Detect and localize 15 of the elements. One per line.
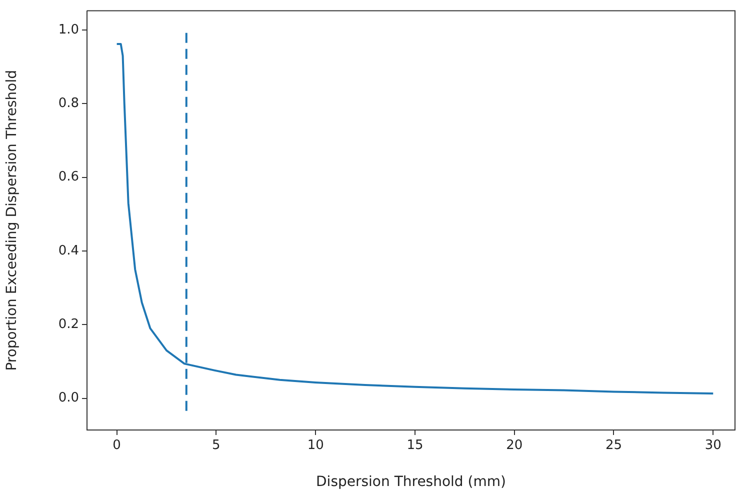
x-tick-label: 20 bbox=[506, 438, 523, 454]
y-tick-label: 0.2 bbox=[58, 317, 79, 332]
y-axis-title: Proportion Exceeding Dispersion Threshold bbox=[4, 70, 20, 371]
y-tick-label: 0.6 bbox=[58, 170, 79, 185]
x-tick-label: 25 bbox=[605, 438, 622, 454]
x-tick-label: 10 bbox=[307, 438, 324, 454]
x-tick-label: 0 bbox=[112, 438, 121, 454]
y-tick-label: 0.0 bbox=[58, 390, 79, 406]
x-tick-label: 30 bbox=[704, 438, 722, 454]
y-tick-label: 0.8 bbox=[58, 96, 79, 112]
y-tick-label: 1.0 bbox=[58, 22, 79, 38]
x-tick-label: 15 bbox=[406, 438, 424, 454]
x-axis-title: Dispersion Threshold (mm) bbox=[316, 474, 506, 490]
x-tick-label: 5 bbox=[212, 438, 220, 454]
y-tick-label: 0.4 bbox=[58, 243, 79, 258]
